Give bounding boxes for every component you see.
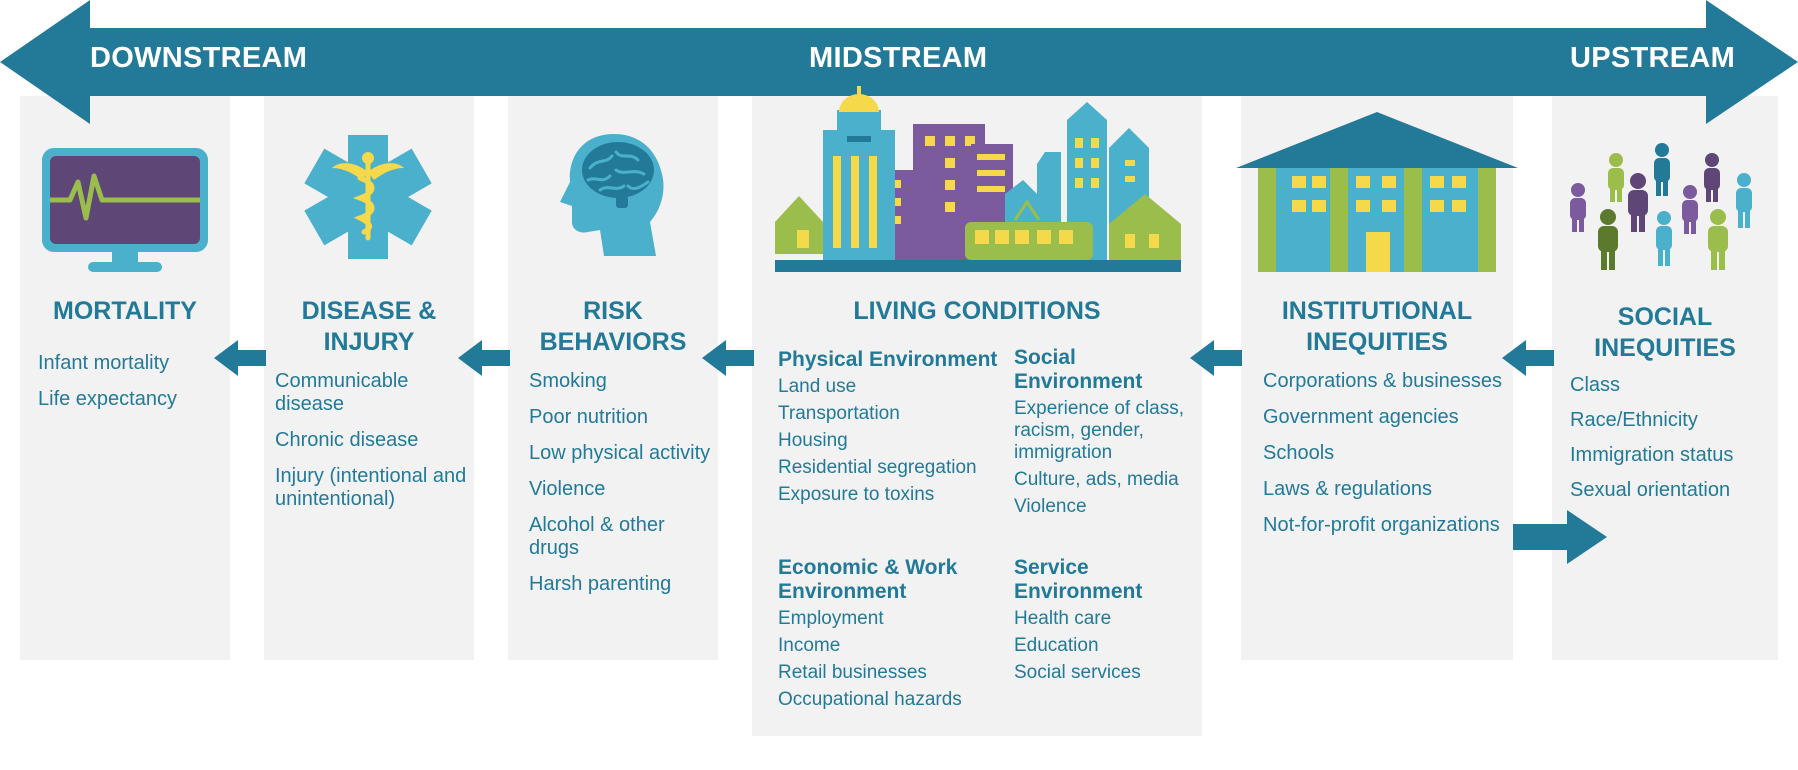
disease-injury-title: DISEASE & INJURY [301,297,437,356]
social-inequities-title: SOCIAL INEQUITIES [1594,303,1736,362]
physical-environment-section: Physical Environment Land use Transporta… [778,348,998,511]
mortality-title: MORTALITY [53,297,197,325]
list-item: Communicable disease [275,370,409,415]
list-item: Occupational hazards [778,689,962,710]
list-item: Experience of class, racism, gender, imm… [1014,398,1185,463]
people-group-icon [1570,143,1752,270]
living-conditions-title: LIVING CONDITIONS [853,297,1101,325]
left-arrow-icon [214,340,266,376]
institutional-inequities-title: INSTITUTIONAL INEQUITIES [1281,297,1473,356]
list-item: Retail businesses [778,662,927,683]
list-item: Health care [1014,608,1112,629]
midstream-label: MIDSTREAM [809,42,988,74]
medical-star-of-life-icon [304,135,432,259]
social-environment-heading: Social Environment [1014,346,1143,393]
institutional-inequities-list: Corporations & businesses Government age… [1263,370,1508,550]
upstream-label: UPSTREAM [1570,42,1736,74]
list-item: Not-for-profit organizations [1263,514,1500,536]
list-item: Alcohol & other drugs [529,514,665,559]
list-item: Land use [778,376,857,397]
left-arrow-icon [458,340,510,376]
left-arrow-icon [1190,340,1242,376]
list-item: Corporations & businesses [1263,370,1503,392]
risk-behaviors-list: Smoking Poor nutrition Low physical acti… [529,370,714,609]
heart-monitor-icon [42,148,208,272]
list-item: Employment [778,608,884,629]
right-arrow-icon [1513,510,1607,564]
risk-behaviors-title: RISK BEHAVIORS [539,297,687,356]
list-item: Life expectancy [38,388,177,410]
head-brain-icon [560,134,664,256]
list-item: Education [1014,635,1099,656]
list-item: Infant mortality [38,352,170,374]
list-item: Smoking [529,370,607,392]
list-item: Violence [529,478,606,500]
mortality-list: Infant mortality Life expectancy [38,352,223,424]
list-item: Harsh parenting [529,573,672,595]
list-item: Income [778,635,841,656]
list-item: Social services [1014,662,1141,683]
service-environment-heading: Service Environment [1014,556,1143,603]
list-item: Class [1570,374,1621,396]
left-arrow-icon [1502,340,1554,376]
list-item: Culture, ads, media [1014,469,1179,490]
economic-work-environment-heading: Economic & Work Environment [778,556,958,603]
economic-work-environment-section: Economic & Work Environment Employment I… [778,556,998,716]
list-item: Chronic disease [275,429,419,451]
list-item: Race/Ethnicity [1570,409,1698,431]
city-skyline-icon [775,86,1181,272]
list-item: Laws & regulations [1263,478,1432,500]
list-item: Immigration status [1570,444,1734,466]
list-item: Transportation [778,403,900,424]
left-arrow-icon [702,340,754,376]
downstream-upstream-arrow [0,0,1798,124]
list-item: Residential segregation [778,457,977,478]
list-item: Poor nutrition [529,406,648,428]
list-item: Government agencies [1263,406,1459,428]
list-item: Violence [1014,496,1087,517]
physical-environment-heading: Physical Environment [778,348,998,371]
list-item: Schools [1263,442,1335,464]
social-environment-section: Social Environment Experience of class, … [1014,346,1200,523]
list-item: Low physical activity [529,442,711,464]
social-inequities-list: Class Race/Ethnicity Immigration status … [1570,374,1770,515]
downstream-label: DOWNSTREAM [90,42,308,74]
list-item: Sexual orientation [1570,479,1731,501]
institution-building-icon [1236,112,1518,272]
service-environment-section: Service Environment Health care Educatio… [1014,556,1200,689]
list-item: Housing [778,430,848,451]
list-item: Exposure to toxins [778,484,935,505]
list-item: Injury (intentional and unintentional) [275,465,467,510]
disease-injury-list: Communicable disease Chronic disease Inj… [275,370,470,524]
